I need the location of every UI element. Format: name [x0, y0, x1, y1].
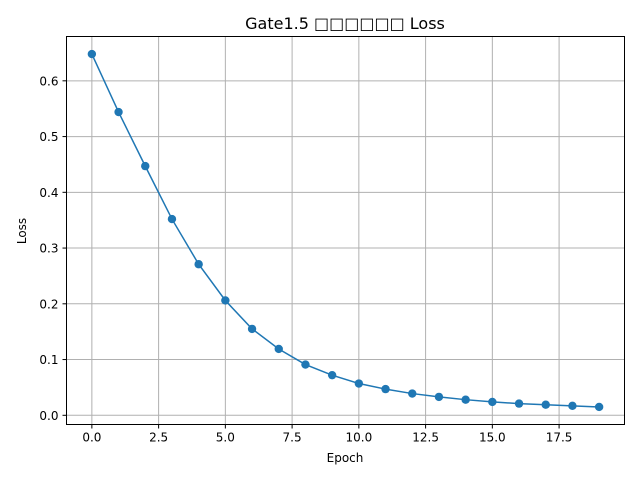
- x-tick-label: 2.5: [149, 431, 168, 445]
- chart-title: Gate1.5 □□□□□□ Loss: [245, 14, 445, 33]
- y-axis-label: Loss: [15, 218, 29, 244]
- x-tick-label: 7.5: [283, 431, 302, 445]
- x-tick-label: 0.0: [82, 431, 101, 445]
- x-axis: 0.0 2.5 5.0 7.5 10.0 12.5 15.0 17.5: [82, 424, 573, 445]
- data-point: [141, 161, 150, 171]
- x-tick-label: 17.5: [546, 431, 573, 445]
- loss-line: [91, 53, 600, 408]
- x-tick-label: 5.0: [216, 431, 235, 445]
- x-tick-label: 15.0: [479, 431, 506, 445]
- y-tick-label: 0.3: [39, 242, 58, 256]
- data-point: [408, 389, 417, 398]
- data-point: [541, 400, 550, 409]
- data-point: [274, 344, 283, 354]
- data-point: [114, 107, 123, 117]
- y-tick-label: 0.5: [39, 130, 58, 144]
- y-axis: 0.0 0.1 0.2 0.3 0.4 0.5 0.6: [39, 74, 67, 423]
- y-tick-label: 0.0: [39, 409, 58, 423]
- data-point: [488, 397, 497, 407]
- x-axis-label: Epoch: [327, 451, 364, 465]
- data-point: [194, 260, 203, 269]
- y-tick-label: 0.2: [39, 297, 58, 311]
- x-tick-label: 12.5: [412, 431, 439, 445]
- y-tick-label: 0.6: [39, 74, 58, 88]
- data-point: [247, 324, 257, 334]
- grid: [66, 36, 625, 425]
- data-point: [87, 49, 97, 59]
- data-point: [301, 360, 310, 369]
- data-point: [327, 370, 337, 380]
- data-point: [594, 402, 604, 412]
- data-point: [381, 384, 390, 394]
- data-point: [167, 214, 177, 224]
- y-tick-label: 0.1: [39, 353, 58, 367]
- x-tick-label: 10.0: [345, 431, 372, 445]
- data-point: [354, 379, 364, 388]
- data-point: [514, 399, 524, 408]
- series-layer: [87, 49, 604, 412]
- y-tick-label: 0.4: [39, 186, 58, 200]
- plot-frame: [66, 36, 625, 425]
- data-point: [461, 395, 470, 404]
- data-point: [434, 392, 444, 402]
- data-point: [221, 296, 230, 305]
- data-point: [568, 401, 577, 411]
